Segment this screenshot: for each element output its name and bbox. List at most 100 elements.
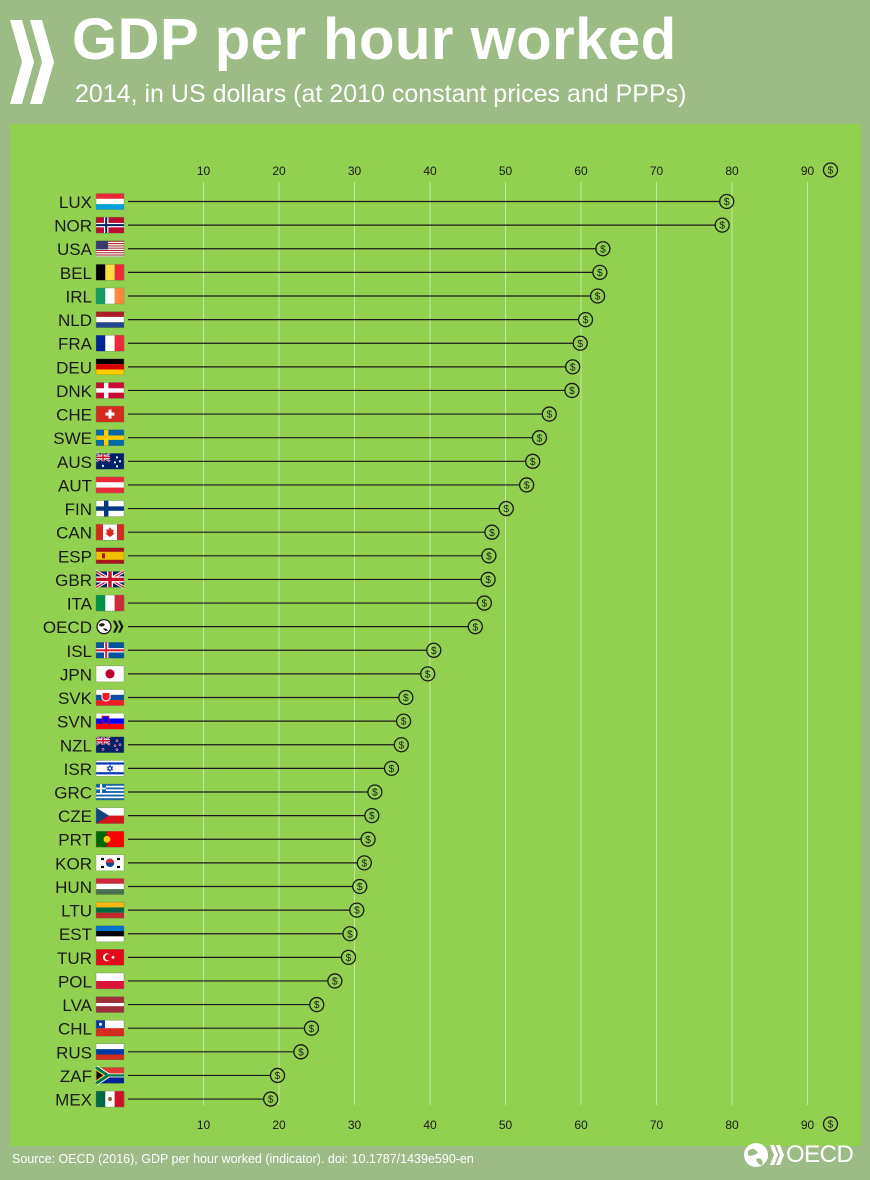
value-marker: $ bbox=[484, 524, 500, 540]
value-marker: $ bbox=[481, 548, 497, 564]
category-label: IRL bbox=[66, 287, 92, 306]
value-marker: $ bbox=[393, 737, 409, 753]
x-tick-label-top: 40 bbox=[423, 164, 437, 178]
category-label: LVA bbox=[62, 996, 92, 1015]
flag-icon-fin bbox=[95, 500, 125, 517]
row-oecd: OECD $ bbox=[43, 618, 483, 637]
category-label: GRC bbox=[54, 784, 92, 803]
value-marker: $ bbox=[398, 689, 414, 706]
svg-text:$: $ bbox=[719, 221, 725, 232]
data-rows: LUX $ NOR $ USA $ BEL $ IRL $ NLD $ FRA $ DEU $ DNK $ CHE $… bbox=[43, 193, 735, 1110]
flag-icon-ita bbox=[95, 594, 125, 612]
value-marker: $ bbox=[564, 382, 580, 399]
row-swe: SWE $ bbox=[53, 429, 548, 448]
row-fra: FRA $ bbox=[58, 335, 588, 354]
category-label: USA bbox=[57, 240, 93, 259]
x-tick-label-top: 20 bbox=[272, 164, 286, 178]
x-tick-label-top: 80 bbox=[725, 164, 739, 178]
flag-icon-lux bbox=[95, 193, 125, 210]
row-dnk: DNK $ bbox=[56, 382, 580, 401]
flag-icon-esp bbox=[95, 547, 125, 564]
row-bel: BEL $ bbox=[60, 264, 608, 283]
flag-icon-bel bbox=[95, 264, 125, 281]
category-label: DNK bbox=[56, 382, 93, 401]
svg-text:$: $ bbox=[365, 835, 371, 846]
flag-icon-nor bbox=[95, 216, 125, 234]
flag-icon-gbr bbox=[95, 570, 125, 589]
flag-icon-svk bbox=[95, 689, 125, 706]
row-rus: RUS $ bbox=[56, 1043, 309, 1062]
row-nld: NLD $ bbox=[58, 311, 594, 330]
flag-icon-usa bbox=[95, 240, 125, 257]
svg-text:$: $ bbox=[597, 268, 603, 279]
svg-text:$: $ bbox=[357, 882, 363, 893]
x-tick-label-bottom: 30 bbox=[348, 1118, 362, 1132]
value-marker: $ bbox=[269, 1067, 286, 1084]
category-label: NZL bbox=[60, 736, 92, 755]
value-marker: $ bbox=[364, 807, 380, 824]
row-cze: CZE $ bbox=[58, 807, 380, 826]
category-label: PRT bbox=[58, 831, 92, 850]
row-che: CHE $ bbox=[56, 406, 557, 425]
value-marker: $ bbox=[531, 430, 548, 446]
category-label: CZE bbox=[58, 807, 92, 826]
flag-icon-lva bbox=[95, 996, 125, 1013]
category-label: SVN bbox=[57, 713, 92, 732]
svg-text:$: $ bbox=[724, 197, 730, 208]
row-lux: LUX $ bbox=[59, 193, 735, 212]
x-tick-label-top: 60 bbox=[574, 164, 588, 178]
value-marker: $ bbox=[719, 193, 735, 210]
flag-icon-kor bbox=[95, 854, 125, 872]
flag-icon-isl bbox=[95, 642, 125, 659]
flag-icon-nld bbox=[95, 311, 125, 328]
svg-text:$: $ bbox=[537, 433, 543, 444]
x-tick-label-bottom: 50 bbox=[499, 1118, 513, 1132]
category-label: RUS bbox=[56, 1043, 92, 1062]
flag-icon-zaf bbox=[94, 1065, 125, 1086]
row-svk: SVK $ bbox=[58, 689, 414, 708]
category-label: ISL bbox=[66, 642, 92, 661]
category-label: AUT bbox=[58, 476, 92, 495]
category-label: ZAF bbox=[60, 1067, 92, 1086]
svg-text:$: $ bbox=[569, 386, 575, 397]
flag-icon-fra bbox=[95, 335, 125, 352]
category-label: DEU bbox=[56, 358, 92, 377]
row-fin: FIN $ bbox=[65, 500, 514, 519]
flag-icon-jpn bbox=[95, 665, 125, 683]
value-marker: $ bbox=[476, 595, 493, 611]
flag-icon-rus bbox=[95, 1043, 125, 1061]
value-marker: $ bbox=[342, 926, 358, 942]
row-prt: PRT $ bbox=[58, 831, 376, 850]
x-tick-label-bottom: 20 bbox=[272, 1118, 286, 1132]
flag-icon-ltu bbox=[95, 901, 125, 919]
svg-text:$: $ bbox=[314, 1000, 320, 1011]
row-mex: MEX $ bbox=[55, 1090, 279, 1110]
row-zaf: ZAF $ bbox=[60, 1065, 286, 1086]
flag-icon-grc bbox=[95, 783, 125, 801]
flag-icon-aut bbox=[95, 476, 125, 494]
flag-icon-deu bbox=[95, 358, 125, 376]
flag-icon-isr bbox=[95, 760, 125, 777]
category-label: CHL bbox=[58, 1020, 92, 1039]
flag-icon-oecd bbox=[96, 619, 124, 635]
svg-text:$: $ bbox=[524, 481, 530, 492]
row-lva: LVA $ bbox=[62, 996, 325, 1015]
x-tick-label-top: 90 bbox=[801, 164, 815, 178]
svg-text:$: $ bbox=[486, 551, 492, 562]
x-tick-label-top: 10 bbox=[197, 164, 211, 178]
flag-icon-cze bbox=[95, 807, 125, 824]
value-marker: $ bbox=[592, 264, 608, 281]
row-usa: USA $ bbox=[57, 240, 611, 259]
category-label: MEX bbox=[55, 1091, 92, 1110]
oecd-chevron-icon bbox=[10, 20, 54, 104]
row-grc: GRC $ bbox=[54, 783, 383, 803]
flag-icon-mex bbox=[95, 1090, 125, 1108]
svg-text:$: $ bbox=[369, 811, 375, 822]
x-tick-label-bottom: 40 bbox=[423, 1118, 437, 1132]
value-marker: $ bbox=[263, 1091, 279, 1107]
flag-icon-svn bbox=[95, 712, 125, 730]
value-marker: $ bbox=[420, 666, 436, 682]
category-label: FIN bbox=[65, 500, 92, 519]
flag-icon-aus bbox=[95, 452, 125, 470]
row-ita: ITA $ bbox=[67, 594, 493, 614]
